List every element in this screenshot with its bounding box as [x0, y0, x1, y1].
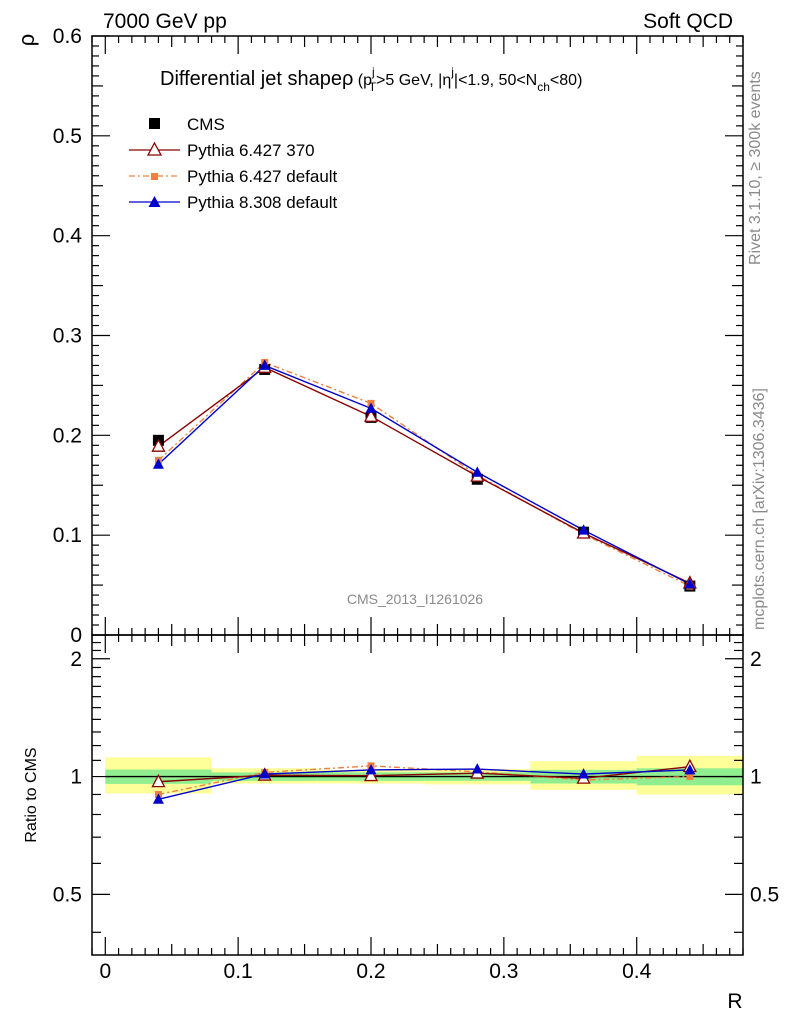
top-ytick-label-3: 0.3 [53, 325, 82, 348]
ratio-py8-point-5 [684, 763, 696, 775]
ratio-py6-default-point-5 [686, 773, 694, 781]
py8-point-3 [471, 466, 483, 477]
py6-370-point-2 [363, 408, 379, 422]
py8-point-4 [578, 524, 590, 535]
top-line-3 [157, 364, 691, 585]
top-ytick-label-2: 0.2 [53, 424, 82, 447]
py8-point-1 [259, 359, 271, 370]
bottom-frame [91, 634, 744, 956]
legend-entry-py8: Pythia 8.308 default [129, 193, 338, 212]
xtick-label-3: 0.3 [489, 960, 518, 983]
py8-point-2 [365, 402, 377, 413]
axes: 00.10.20.30.40.50.60.5 0.51 12 20 0.1 0.2 0.3 0… [53, 25, 779, 983]
ratio-py8-point-1 [259, 768, 271, 779]
header-process-label: Soft QCD [643, 10, 733, 33]
bottom-ytick-label-right-2: 2 [750, 648, 762, 671]
ratio-py8-point-4 [578, 768, 590, 779]
svg-text:CMS: CMS [187, 115, 225, 134]
mcplots-label: mcplots.cern.ch [arXiv:1306.3436] [751, 388, 768, 630]
bottom-ylabel: Ratio to CMS [23, 747, 40, 842]
top-series [151, 358, 697, 592]
legend-entry-cms: CMS [149, 115, 225, 134]
bottom-ytick-label-left-0: 0.5 [53, 883, 82, 906]
ratio-py6-370-point-0 [151, 773, 166, 788]
analysis-watermark: CMS_2013_I1261026 [347, 591, 483, 607]
bottom-ytick-label-left-1: 1 [70, 766, 82, 789]
top-ytick-label-0: 0 [70, 624, 82, 647]
ratio-py8-point-0 [152, 793, 164, 804]
bottom-ytick-label-right-1: 1 [750, 766, 762, 789]
xtick-label-1: 0.1 [224, 960, 253, 983]
top-line-1 [158, 366, 691, 584]
ratio-py6-370-point-2 [363, 767, 379, 782]
py8-point-5 [684, 578, 696, 589]
py8-point-0 [152, 458, 164, 469]
top-ytick-label-6: 0.6 [53, 25, 82, 48]
top-ytick-label-1: 0.1 [53, 524, 82, 547]
svg-text:Pythia 8.308 default: Pythia 8.308 default [187, 193, 338, 212]
ratio-py8-point-3 [471, 763, 483, 774]
svg-text:Pythia 6.427 default: Pythia 6.427 default [187, 167, 338, 186]
header-energy-label: 7000 GeV pp [103, 10, 227, 33]
top-ytick-label-5: 0.5 [53, 125, 82, 148]
ratio-py8-point-2 [365, 763, 377, 775]
legend-entry-py6-default: Pythia 6.427 default [129, 167, 338, 186]
legend-entry-py6-370: Pythia 6.427 370 [129, 141, 315, 160]
bottom-ytick-label-right-0: 0.5 [750, 883, 779, 906]
bottom-line-2 [158, 768, 690, 800]
svg-text:Pythia 6.427 370: Pythia 6.427 370 [187, 141, 315, 160]
xtick-label-4: 0.4 [622, 960, 652, 983]
bottom-line-0 [158, 765, 690, 783]
top-title: Differential jet shapeρ (pj T>5 GeV, |ηj|… [160, 65, 582, 94]
xtick-label-0: 0 [99, 960, 111, 983]
legend: CMS Pythia 6.427 370 Pythia 6.427 defaul… [129, 115, 338, 212]
top-line-2 [157, 361, 691, 587]
top-ylabel: ρ [14, 34, 39, 47]
bottom-ytick-label-left-2: 2 [70, 648, 82, 671]
rivet-label: Rivet 3.1.10, ≥ 300k events [747, 71, 764, 265]
top-ytick-label-4: 0.4 [53, 225, 83, 248]
py6-370-point-0 [151, 438, 166, 452]
xtick-label-2: 0.2 [356, 960, 385, 983]
bottom-series [105, 758, 743, 804]
xlabel: R [727, 990, 742, 1013]
